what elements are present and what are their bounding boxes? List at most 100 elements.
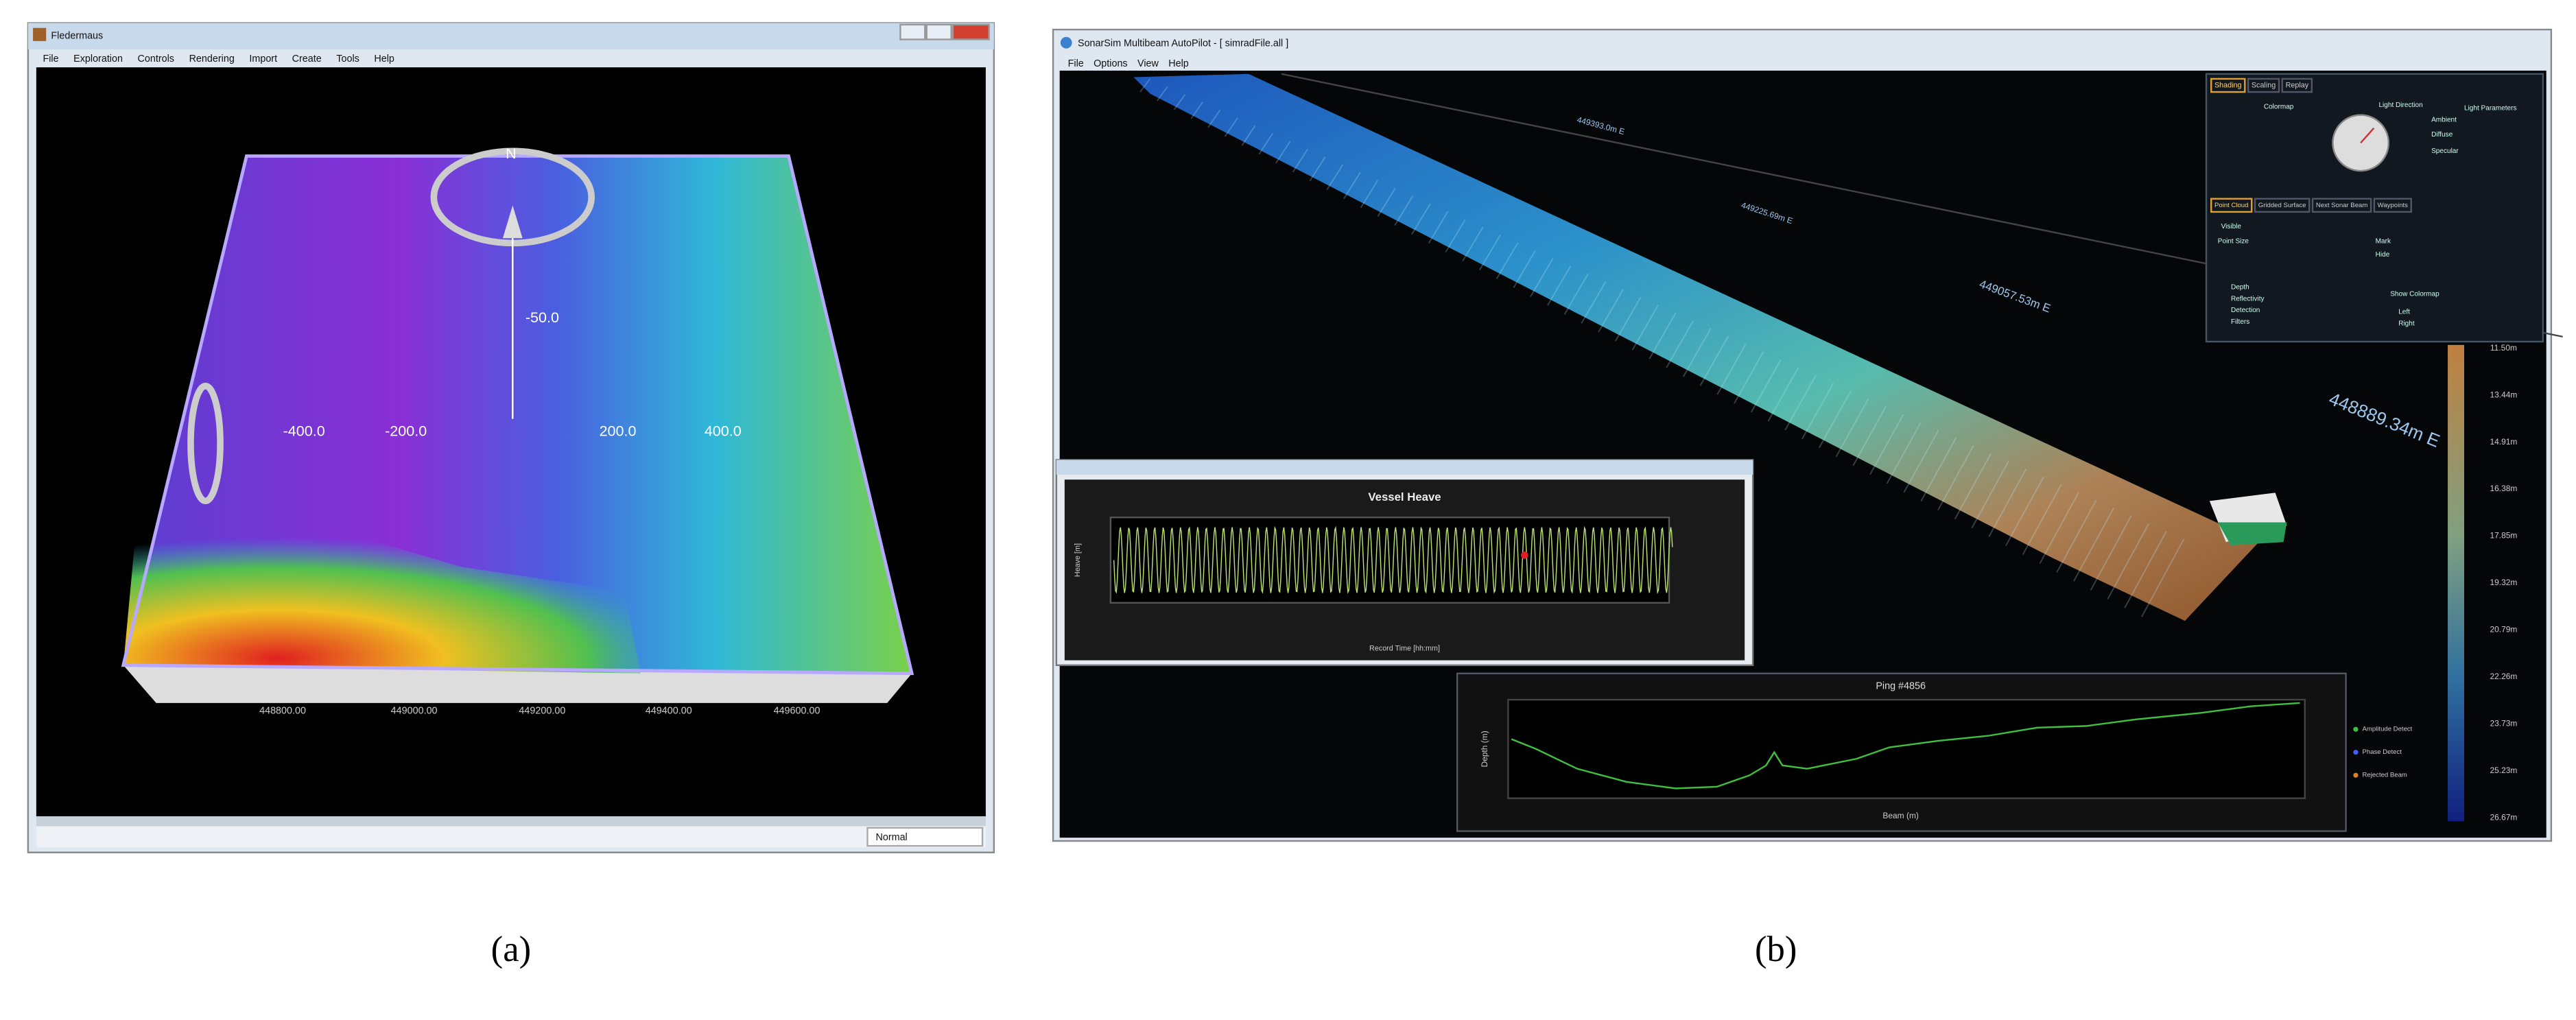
menu-item[interactable]: View (1137, 58, 1159, 69)
ripple (1614, 296, 1642, 342)
control-label[interactable]: Depth (2231, 284, 2249, 292)
menu-bar: File Exploration Controls Rendering Import Cr… (43, 54, 394, 64)
control-label[interactable]: Hide (2376, 251, 2390, 259)
colorbar-label: 17.85m (2490, 531, 2517, 541)
grid-label: 400.0 (705, 422, 742, 439)
control-label[interactable]: Visible (2221, 223, 2242, 230)
tab-frame[interactable] (2311, 198, 2372, 213)
heave-y-label: Heave [m] (1074, 543, 1082, 577)
control-label[interactable]: Right (2398, 320, 2415, 327)
control-label[interactable]: Diffuse (2431, 131, 2453, 139)
tab[interactable]: Point Cloud (2214, 202, 2248, 209)
ripple (2124, 531, 2167, 608)
tab-frame[interactable] (2254, 198, 2311, 213)
control-label[interactable]: Left (2398, 309, 2410, 316)
caption-a: (a) (491, 929, 531, 969)
scrollbar[interactable] (36, 816, 986, 827)
ripple (1598, 289, 1624, 333)
control-label[interactable]: Filters (2231, 318, 2249, 326)
ripple (1360, 180, 1379, 209)
maximize-button[interactable] (925, 23, 952, 40)
heave-plot-area (1109, 517, 1670, 604)
tab-frame[interactable] (2373, 198, 2412, 213)
window-title: SonarSim Multibeam AutoPilot - [ simradF… (1078, 38, 1288, 49)
ripple (1716, 344, 1747, 395)
ripple (2039, 492, 2079, 564)
ripple (1682, 328, 1712, 377)
menu-item[interactable]: Help (1168, 58, 1189, 69)
menu-bar: File Options View Help (1068, 58, 1189, 69)
menu-item[interactable]: Tools (336, 54, 359, 64)
ripple (1139, 78, 1151, 93)
control-label[interactable]: Light Parameters (2464, 105, 2517, 112)
terrain-side (123, 665, 912, 703)
menu-item[interactable]: Create (292, 54, 322, 64)
ripple (1530, 258, 1554, 297)
bounding-box (121, 154, 914, 676)
compass-needle (502, 205, 523, 239)
ripple (1937, 445, 1974, 511)
minimize-button[interactable] (899, 23, 926, 40)
control-label[interactable]: Light Direction (2378, 102, 2422, 109)
easting-label: 449000.00 (391, 706, 438, 717)
sonar-swath (1133, 73, 2259, 621)
easting-labels: 448800.00 449000.00 449200.00 449400.00 4496… (259, 706, 820, 717)
control-label[interactable]: Mark (2376, 238, 2391, 246)
tab[interactable]: Gridded Surface (2258, 202, 2306, 209)
menu-item[interactable]: File (43, 54, 58, 64)
colorbar-label: 20.79m (2490, 625, 2517, 634)
ping-line (1511, 702, 2300, 790)
ripple (1750, 359, 1782, 413)
tab[interactable]: Replay (2286, 81, 2309, 89)
tab-frame[interactable] (2247, 78, 2280, 93)
tilt-ring[interactable] (187, 382, 224, 505)
swath-ripples (1139, 78, 2185, 617)
control-label[interactable]: Reflectivity (2231, 295, 2265, 303)
menu-item[interactable]: Help (374, 54, 394, 64)
ripple (1513, 250, 1537, 288)
tab[interactable]: Shading (2214, 81, 2242, 89)
window-title: Fledermaus (51, 30, 103, 41)
grid-label: 200.0 (600, 422, 637, 439)
colorbar-label: 25.23m (2490, 766, 2517, 775)
ping-title: Ping #4856 (1876, 681, 1926, 692)
tab[interactable]: Waypoints (2378, 202, 2409, 209)
control-label[interactable]: Point Size (2218, 238, 2249, 246)
ripple (1631, 305, 1659, 351)
control-label[interactable]: Show Colormap (2390, 290, 2439, 298)
ripple (1462, 226, 1484, 262)
tab-frame[interactable] (2210, 78, 2246, 93)
menu-item[interactable]: Options (1094, 58, 1128, 69)
menu-item[interactable]: Rendering (189, 54, 235, 64)
status-box (866, 827, 984, 847)
colorbar-label: 26.67m (2490, 813, 2517, 822)
menu-item[interactable]: Import (249, 54, 277, 64)
ripple (1428, 211, 1449, 244)
tab[interactable]: Scaling (2252, 81, 2276, 89)
tab[interactable]: Next Sonar Beam (2316, 202, 2368, 209)
control-label[interactable]: Ambient (2431, 116, 2457, 123)
tab-frame[interactable] (2210, 198, 2253, 213)
ripple (1852, 406, 1887, 466)
close-button[interactable] (952, 23, 990, 40)
ripple (1445, 219, 1466, 253)
heave-line (1113, 525, 1673, 595)
menu-item[interactable]: File (1068, 58, 1084, 69)
ripple (1988, 469, 2027, 538)
ripple (1699, 335, 1729, 386)
controls: Colormap Light Direction Light Parameters A… (2218, 102, 2517, 327)
control-label[interactable]: Detection (2231, 307, 2260, 314)
legend-swatch (2353, 772, 2359, 778)
ripple (1954, 453, 1992, 520)
ripple (1818, 390, 1852, 449)
terrain-shoal (123, 522, 641, 674)
menu-item[interactable]: Exploration (73, 54, 123, 64)
ripple (1869, 414, 1904, 475)
app-icon (33, 27, 47, 41)
control-label[interactable]: Specular (2431, 147, 2459, 155)
tab-frame[interactable] (2281, 78, 2313, 93)
legend-label: Phase Detect (2363, 748, 2402, 756)
control-label[interactable]: Colormap (2264, 103, 2294, 110)
caption-b: (b) (1755, 929, 1797, 969)
menu-item[interactable]: Controls (138, 54, 174, 64)
